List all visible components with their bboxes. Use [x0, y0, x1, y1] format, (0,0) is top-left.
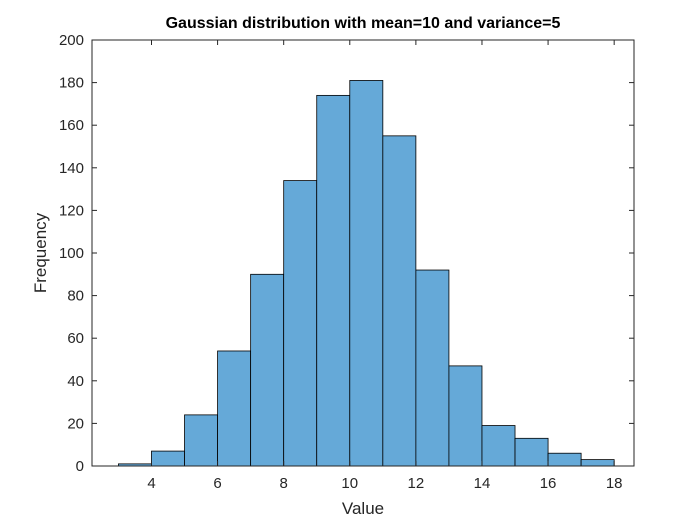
y-tick-label: 20 — [67, 415, 84, 432]
histogram-bar — [580, 459, 615, 467]
y-tick-label: 120 — [59, 202, 84, 219]
bars-group — [118, 80, 615, 467]
histogram-bar — [547, 452, 582, 467]
histogram-bar — [382, 135, 417, 467]
histogram-bar — [217, 350, 252, 467]
x-tick-label: 12 — [408, 475, 425, 492]
x-tick-label: 10 — [341, 475, 358, 492]
x-tick-label: 18 — [606, 475, 623, 492]
y-axis-label: Frequency — [31, 212, 50, 293]
histogram-bar — [514, 437, 549, 467]
x-tick-label: 4 — [147, 475, 155, 492]
x-axis-ticks: 4 6 8 10 12 14 16 18 — [147, 40, 623, 492]
plot-frame — [91, 39, 635, 467]
histogram-bar — [184, 414, 218, 467]
histogram-bar — [316, 94, 351, 467]
histogram-bar — [250, 273, 285, 467]
histogram-bar — [283, 180, 318, 467]
y-tick-label: 0 — [76, 458, 84, 475]
y-tick-label: 160 — [59, 117, 84, 134]
histogram-bar — [481, 425, 516, 467]
y-tick-label: 200 — [59, 32, 84, 49]
y-tick-label: 140 — [59, 160, 84, 177]
x-axis-label: Value — [342, 499, 384, 518]
x-tick-label: 16 — [540, 475, 557, 492]
y-tick-label: 180 — [59, 75, 84, 92]
histogram-bar — [448, 365, 483, 467]
histogram-bar — [415, 269, 450, 467]
y-tick-label: 80 — [67, 288, 84, 305]
histogram-bar — [349, 80, 384, 467]
y-tick-label: 100 — [59, 245, 84, 262]
y-axis-ticks: 0 20 40 60 80 100 120 140 160 180 200 — [59, 32, 634, 475]
x-tick-label: 8 — [280, 475, 288, 492]
histogram-bar — [151, 450, 185, 467]
x-tick-label: 6 — [213, 475, 221, 492]
y-tick-label: 40 — [67, 373, 84, 390]
x-tick-label: 14 — [474, 475, 491, 492]
chart-title: Gaussian distribution with mean=10 and v… — [166, 15, 561, 32]
y-tick-label: 60 — [67, 330, 84, 347]
